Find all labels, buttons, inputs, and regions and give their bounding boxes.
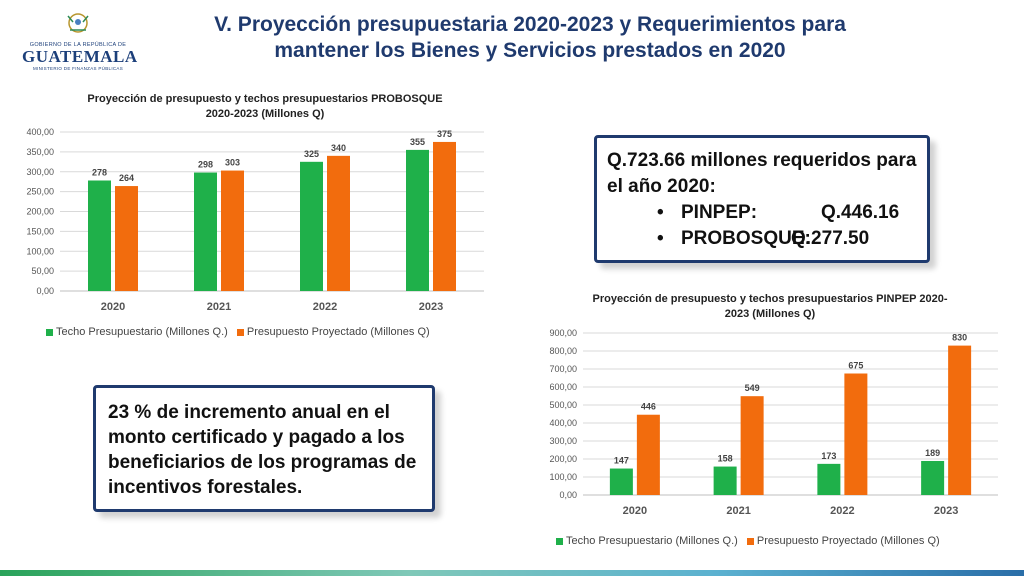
data-label: 173 xyxy=(821,451,836,461)
data-label: 355 xyxy=(410,137,425,147)
coat-of-arms-icon xyxy=(67,13,89,33)
pinpep-chart-title-line1: Proyección de presupuesto y techos presu… xyxy=(592,293,948,305)
y-tick-label: 700,00 xyxy=(549,364,577,374)
data-label: 375 xyxy=(437,129,452,139)
data-label: 147 xyxy=(614,456,629,466)
bar-presupuesto xyxy=(948,345,972,495)
increment-note-box: 23 % de incremento anual en el monto cer… xyxy=(93,385,435,512)
page-title-line2: mantener los Bienes y Servicios prestado… xyxy=(274,39,786,62)
x-tick-label: 2022 xyxy=(830,505,854,517)
data-label: 189 xyxy=(925,448,940,458)
y-tick-label: 50,00 xyxy=(31,266,54,276)
requirement-item-pinpep: • PINPEP: Q.446.16 xyxy=(657,202,899,224)
x-tick-label: 2022 xyxy=(313,301,337,313)
bar-presupuesto xyxy=(327,155,350,291)
y-tick-label: 0,00 xyxy=(36,286,54,296)
probosque-chart-title: Proyección de presupuesto y techos presu… xyxy=(40,92,490,122)
legend-label-techo: Techo Presupuestario (Millones Q.) xyxy=(56,326,228,338)
bar-presupuesto xyxy=(740,396,764,495)
data-label: 325 xyxy=(304,149,319,159)
page-title-line1: V. Proyección presupuestaria 2020-2023 y… xyxy=(214,13,846,36)
y-tick-label: 350,00 xyxy=(26,147,54,157)
bullet: • xyxy=(657,228,664,249)
data-label: 549 xyxy=(745,383,760,393)
bar-techo xyxy=(817,463,841,495)
x-tick-label: 2021 xyxy=(207,301,231,313)
requirement-item-probosque: • PROBOSQUE: Q.277.50 xyxy=(657,228,869,250)
y-tick-label: 900,00 xyxy=(549,328,577,338)
data-label: 303 xyxy=(225,158,240,168)
x-tick-label: 2023 xyxy=(419,301,443,313)
legend-label-presupuesto: Presupuesto Proyectado (Millones Q) xyxy=(756,535,940,547)
y-tick-label: 100,00 xyxy=(549,472,577,482)
bar-techo xyxy=(921,460,945,495)
legend-swatch-presupuesto xyxy=(746,537,754,545)
probosque-chart: 0,00 50,00 100,00 150,00 200,00 250,00 300,00 3… xyxy=(26,127,484,313)
data-label: 158 xyxy=(718,454,733,464)
legend-label-techo: Techo Presupuestario (Millones Q.) xyxy=(566,535,738,547)
data-label: 340 xyxy=(331,143,346,153)
x-tick-label: 2020 xyxy=(101,301,125,313)
bar-presupuesto xyxy=(844,373,868,495)
y-tick-label: 500,00 xyxy=(549,400,577,410)
logo-line2: GUATEMALA xyxy=(22,47,138,66)
probosque-chart-title-line1: Proyección de presupuesto y techos presu… xyxy=(87,93,443,105)
guatemala-logo: GOBIERNO DE LA REPÚBLICA DE GUATEMALA MI… xyxy=(22,10,138,76)
data-label: 278 xyxy=(92,167,107,177)
pinpep-chart: 0,00 100,00 200,00 300,00 400,00 500,00 600,00… xyxy=(549,328,998,517)
x-tick-label: 2023 xyxy=(934,505,958,517)
pinpep-legend: Techo Presupuestario (Millones Q.) Presu… xyxy=(550,535,940,547)
page-title: V. Proyección presupuestaria 2020-2023 y… xyxy=(150,12,910,64)
bar-techo xyxy=(88,180,111,291)
y-tick-label: 200,00 xyxy=(549,454,577,464)
data-label: 298 xyxy=(198,160,213,170)
y-tick-label: 300,00 xyxy=(26,167,54,177)
increment-note-text: 23 % de incremento anual en el monto cer… xyxy=(108,402,417,498)
legend-label-presupuesto: Presupuesto Proyectado (Millones Q) xyxy=(246,326,430,338)
y-tick-label: 250,00 xyxy=(26,187,54,197)
y-tick-label: 400,00 xyxy=(26,127,54,137)
data-label: 675 xyxy=(848,361,863,371)
y-tick-label: 800,00 xyxy=(549,346,577,356)
legend-swatch-presupuesto xyxy=(236,328,244,336)
bar-techo xyxy=(609,468,633,495)
data-label: 446 xyxy=(641,402,656,412)
bar-presupuesto xyxy=(115,186,138,291)
y-tick-label: 200,00 xyxy=(26,207,54,217)
y-tick-label: 150,00 xyxy=(26,226,54,236)
probosque-legend: Techo Presupuestario (Millones Q.) Presu… xyxy=(40,326,430,338)
logo-line3: MINISTERIO DE FINANZAS PÚBLICAS xyxy=(32,66,124,71)
data-label: 830 xyxy=(952,333,967,343)
requirement-label: PINPEP: xyxy=(681,202,758,223)
bar-techo xyxy=(713,466,737,495)
probosque-chart-title-line2: 2020-2023 (Millones Q) xyxy=(205,108,325,120)
y-tick-label: 0,00 xyxy=(559,490,577,500)
y-tick-label: 400,00 xyxy=(549,418,577,428)
logo-line1: GOBIERNO DE LA REPÚBLICA DE xyxy=(29,42,127,48)
bar-presupuesto xyxy=(221,170,244,291)
y-tick-label: 100,00 xyxy=(26,246,54,256)
requirements-box: Q.723.66 millones requeridos para el año… xyxy=(594,135,930,263)
bar-techo xyxy=(194,172,217,291)
pinpep-chart-title: Proyección de presupuesto y techos presu… xyxy=(545,292,995,322)
pinpep-chart-title-line2: 2023 (Millones Q) xyxy=(724,308,816,320)
bar-presupuesto xyxy=(433,141,456,291)
footer-stripe xyxy=(0,570,1024,576)
y-tick-label: 300,00 xyxy=(549,436,577,446)
requirements-heading: Q.723.66 millones requeridos para el año… xyxy=(607,150,917,197)
data-label: 264 xyxy=(119,173,134,183)
bar-techo xyxy=(406,149,429,291)
y-tick-label: 600,00 xyxy=(549,382,577,392)
bar-presupuesto xyxy=(636,414,660,495)
requirement-value: Q.277.50 xyxy=(791,228,870,249)
legend-swatch-techo xyxy=(556,537,563,545)
bullet: • xyxy=(657,202,664,223)
x-tick-label: 2020 xyxy=(623,505,647,517)
requirement-label: PROBOSQUE: xyxy=(681,228,811,249)
x-tick-label: 2021 xyxy=(726,505,750,517)
requirement-value: Q.446.16 xyxy=(821,202,900,223)
legend-swatch-techo xyxy=(46,328,53,336)
bar-techo xyxy=(300,161,323,291)
